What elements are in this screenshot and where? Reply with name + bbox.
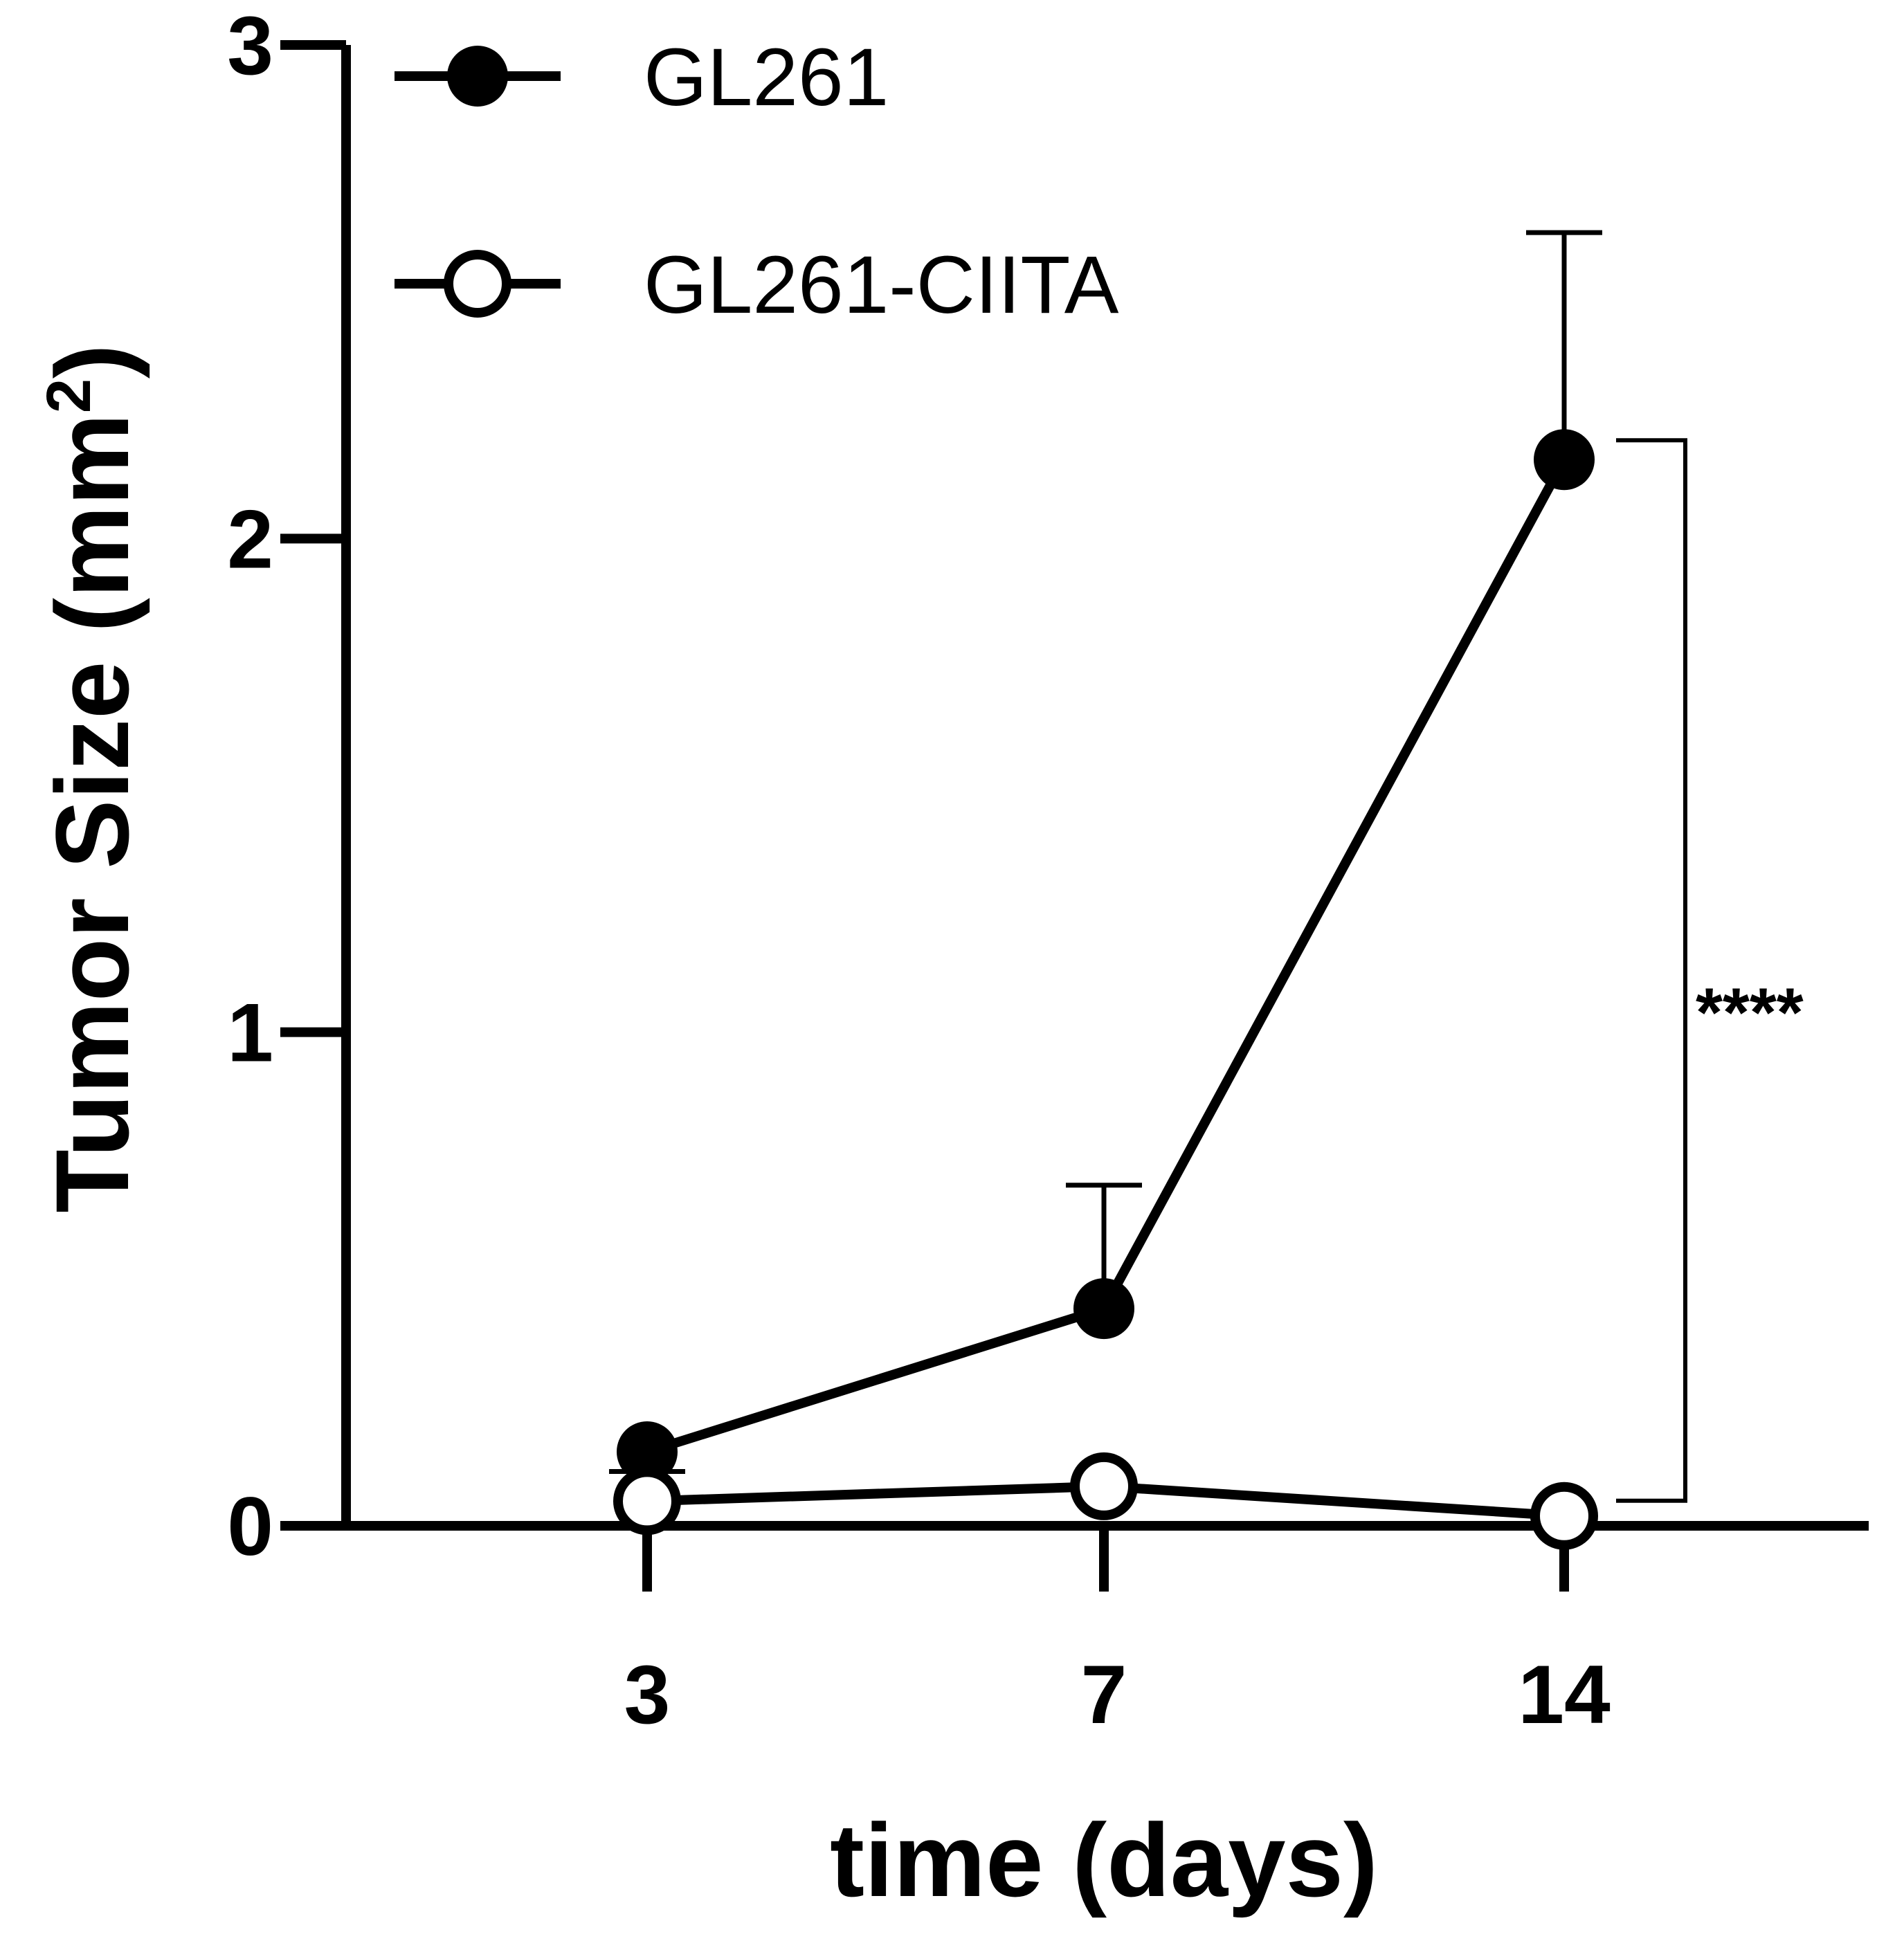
x-tick-label: 14 [1518,1648,1611,1741]
series-markers-0 [617,429,1595,1482]
series-layer [609,230,1602,1550]
axis-titles: time (days) Tumor Size (mm2) [34,344,1378,1918]
significance-label: **** [1696,974,1804,1051]
legend-label: GL261-CIITA [644,239,1119,331]
annotation-layer: **** [1616,438,1804,1503]
y-axis-title-main: Tumor Size (mm [34,413,150,1213]
data-point-open [1070,1452,1138,1520]
data-point-filled [1073,1278,1134,1340]
data-point-open [1530,1482,1598,1550]
x-tick-label: 3 [624,1648,671,1741]
y-axis-title-superscript: 2 [35,379,104,413]
legend-marker-filled [447,46,508,107]
x-axis-title: time (days) [830,1802,1378,1918]
legend: GL261 GL261-CIITA [395,32,1119,331]
data-point-filled [617,1421,678,1482]
y-axis-title: Tumor Size (mm2) [34,344,150,1213]
y-tick-label: 1 [227,987,273,1079]
significance-bracket [1616,438,1687,1503]
series-markers-1 [613,1452,1598,1550]
legend-marker-open [444,250,511,318]
y-axis-title-close: ) [34,344,150,379]
y-tick-label: 2 [227,493,273,585]
series-0 [645,230,1602,1457]
data-point-open [613,1467,681,1536]
y-tick-label: 3 [227,0,273,92]
axes: 0 1 2 3 3 7 14 [227,0,1869,1741]
x-tick-label: 7 [1081,1648,1127,1741]
legend-label: GL261 [644,32,889,123]
data-point-filled [1534,429,1595,491]
y-tick-label: 0 [227,1480,273,1573]
